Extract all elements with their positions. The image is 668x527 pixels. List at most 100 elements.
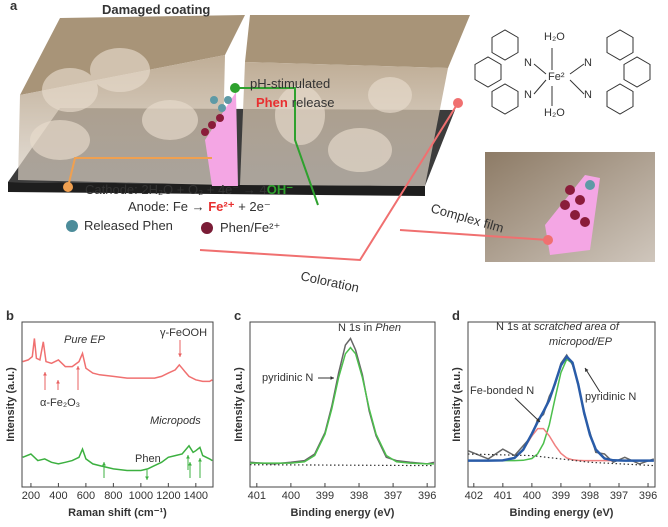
annotation: Pure EP — [64, 334, 106, 346]
arrow-head — [43, 372, 47, 376]
panel-label: a — [10, 0, 18, 13]
ferrous-ion: Fe²⁺ — [208, 199, 235, 214]
x-tick-label: 400 — [49, 490, 67, 502]
annotation: α-Fe₂O₃ — [40, 397, 80, 409]
x-tick-label: 800 — [104, 490, 122, 502]
inset-particles — [560, 180, 595, 227]
y-axis-label: Intensity (a.u.) — [451, 367, 463, 442]
reaction-text: + 2e⁻ — [235, 199, 271, 214]
annotation: γ-FeOOH — [160, 327, 207, 339]
phen-text: Phen — [256, 95, 288, 110]
ring — [474, 56, 502, 88]
x-tick-label: 600 — [77, 490, 95, 502]
ring — [491, 29, 519, 61]
x-tick-label: 400 — [523, 490, 541, 502]
arrow-head — [188, 462, 192, 466]
y-axis-label: Intensity (a.u.) — [5, 367, 17, 442]
x-tick-label: 397 — [610, 490, 628, 502]
panel-label: d — [452, 308, 460, 323]
arrow-head — [102, 462, 106, 466]
red-line — [199, 102, 459, 262]
arrow-head — [186, 455, 190, 459]
x-tick-label: 401 — [494, 490, 512, 502]
title-part: N 1s in — [338, 322, 375, 334]
crack — [205, 92, 238, 186]
arrow-head — [330, 376, 334, 380]
hydroxide: OH⁻ — [267, 182, 294, 197]
x-axis-label: Raman shift (cm⁻¹) — [68, 507, 167, 519]
arrow-head — [585, 368, 589, 372]
green-line — [235, 87, 319, 206]
stimulus-text: Phen release — [256, 95, 334, 110]
legend-dot — [201, 222, 213, 234]
annotation: Fe-bonded N — [470, 385, 534, 397]
structure — [474, 29, 651, 115]
arrow-head — [198, 458, 202, 462]
title-part: N 1s at — [496, 321, 534, 333]
x-tick-label: 396 — [639, 490, 657, 502]
red-dot — [453, 98, 463, 108]
orange-dot — [63, 182, 73, 192]
legend-text: Phen/Fe²⁺ — [220, 220, 280, 235]
x-tick-label: 200 — [22, 490, 40, 502]
x-axis-label: Binding energy (eV) — [510, 507, 614, 519]
arrow-head — [536, 418, 540, 422]
bond — [569, 79, 585, 95]
panel-label: b — [6, 308, 14, 323]
x-tick-label: 1000 — [129, 490, 153, 502]
micropods — [30, 48, 412, 172]
x-tick-label: 398 — [581, 490, 599, 502]
x-tick-label: 1200 — [156, 490, 180, 502]
bond — [533, 79, 547, 95]
ring — [606, 29, 634, 61]
arrow — [584, 367, 601, 393]
annotation: Phen — [135, 453, 161, 465]
x-tick-label: 397 — [384, 490, 402, 502]
x-tick-label: 1400 — [184, 490, 208, 502]
series-line — [468, 354, 654, 462]
nitrogen: N — [584, 89, 592, 101]
series-line — [22, 444, 213, 472]
reaction-text: Anode: Fe → — [128, 199, 208, 214]
ring — [491, 83, 519, 115]
x-tick-label: 399 — [552, 490, 570, 502]
ring — [623, 56, 651, 88]
anode-reaction: Anode: Fe → Fe²⁺ + 2e⁻ — [128, 199, 271, 214]
water: H₂O — [544, 107, 565, 119]
water: H₂O — [544, 31, 565, 43]
legend-text: Released Phen — [84, 218, 173, 233]
chart-title: N 1s at scratched area of micropod/EP — [496, 321, 620, 348]
arrow-head — [145, 476, 149, 480]
particles — [201, 96, 232, 136]
red-dot — [543, 235, 553, 245]
annotation: pyridinic N — [262, 372, 313, 384]
series-line — [249, 464, 435, 467]
chart-title: N 1s in Phen — [338, 322, 401, 334]
reaction-text: Cathode: 2H₂O + O₂ + 4e⁻ → 4 — [85, 182, 267, 197]
x-tick-label: 396 — [418, 490, 436, 502]
y-axis-label: Intensity (a.u.) — [233, 367, 245, 442]
series-line — [467, 453, 654, 467]
panel-label: c — [234, 308, 241, 323]
nitrogen: N — [524, 57, 532, 69]
x-axis-label: Binding energy (eV) — [291, 507, 395, 519]
arrow-head — [56, 380, 60, 384]
release-text: release — [292, 95, 335, 110]
ring — [606, 83, 634, 115]
x-tick-label: 399 — [316, 490, 334, 502]
series-line — [249, 337, 435, 465]
title-part: scratched area of — [534, 321, 620, 333]
x-tick-label: 401 — [248, 490, 266, 502]
legend-dot — [66, 220, 78, 232]
metal: Fe² — [548, 71, 565, 83]
x-tick-label: 400 — [282, 490, 300, 502]
green-dot — [230, 83, 240, 93]
annotation: Micropods — [150, 415, 201, 427]
arrow-head — [76, 366, 80, 370]
orange-line — [67, 157, 212, 188]
plot-frame — [249, 321, 436, 488]
bond — [569, 63, 585, 75]
nitrogen: N — [524, 89, 532, 101]
schematic-title: Damaged coating — [102, 2, 210, 17]
coating-top-right — [245, 15, 470, 68]
